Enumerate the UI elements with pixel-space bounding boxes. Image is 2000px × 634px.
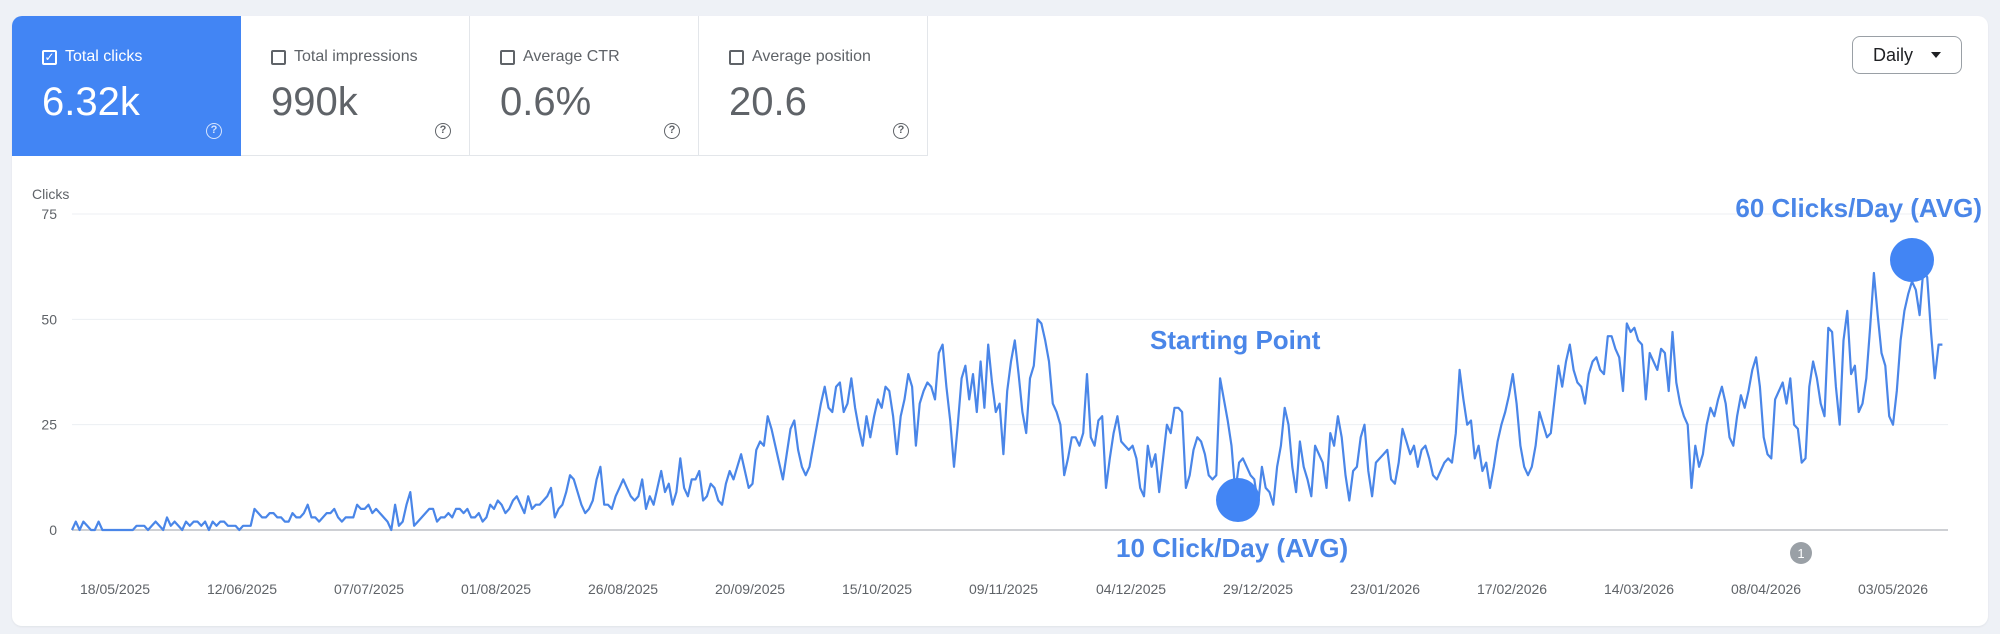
- help-icon[interactable]: ?: [206, 123, 222, 139]
- annotation-start: Starting Point: [1150, 325, 1321, 355]
- metric-header: Average CTR: [500, 48, 620, 66]
- help-icon[interactable]: ?: [435, 123, 451, 139]
- y-tick-label: 25: [41, 417, 57, 433]
- metric-total-clicks[interactable]: ✓ Total clicks 6.32k ?: [12, 16, 241, 156]
- y-tick-label: 50: [41, 311, 57, 327]
- clicks-series-line: [70, 267, 1943, 532]
- metric-average-position[interactable]: Average position 20.6 ?: [699, 16, 928, 156]
- performance-card: ✓ Total clicks 6.32k ? Total impressions…: [12, 16, 1988, 626]
- metric-label: Average position: [752, 48, 871, 65]
- annotation-badge[interactable]: [1790, 542, 1812, 564]
- checkbox-checked-icon[interactable]: ✓: [42, 49, 57, 65]
- peak-marker: [1890, 238, 1934, 282]
- metric-header: ✓ Total clicks: [42, 48, 142, 66]
- checkbox-icon[interactable]: [729, 49, 744, 65]
- metric-tabs: ✓ Total clicks 6.32k ? Total impressions…: [12, 16, 928, 156]
- metric-label: Total impressions: [294, 48, 418, 65]
- x-tick-label: 12/06/2025: [207, 581, 277, 597]
- annotation-low: 10 Click/Day (AVG): [1116, 533, 1348, 563]
- x-tick-label: 18/05/2025: [80, 581, 150, 597]
- x-tick-label: 01/08/2025: [461, 581, 531, 597]
- metric-average-ctr[interactable]: Average CTR 0.6% ?: [470, 16, 699, 156]
- x-tick-label: 07/07/2025: [334, 581, 404, 597]
- dropdown-value: Daily: [1873, 44, 1914, 65]
- x-tick-label: 15/10/2025: [842, 581, 912, 597]
- granularity-dropdown[interactable]: Daily: [1852, 36, 1962, 74]
- help-icon[interactable]: ?: [664, 123, 680, 139]
- y-tick-label: 0: [49, 522, 57, 538]
- x-tick-label: 04/12/2025: [1096, 581, 1166, 597]
- x-tick-label: 26/08/2025: [588, 581, 658, 597]
- x-tick-label: 17/02/2026: [1477, 581, 1547, 597]
- x-tick-label: 09/11/2025: [969, 581, 1038, 597]
- checkbox-icon[interactable]: [500, 49, 515, 65]
- x-tick-label: 03/05/2026: [1858, 581, 1928, 597]
- low-marker: [1216, 478, 1260, 522]
- x-tick-label: 29/12/2025: [1223, 581, 1293, 597]
- caret-down-icon: [1931, 52, 1942, 58]
- x-tick-label: 23/01/2026: [1350, 581, 1420, 597]
- metric-total-impressions[interactable]: Total impressions 990k ?: [241, 16, 470, 156]
- metric-value: 990k: [271, 80, 358, 124]
- chart-grid: [72, 213, 1948, 531]
- x-tick-label: 08/04/2026: [1731, 581, 1801, 597]
- x-tick-label: 14/03/2026: [1604, 581, 1674, 597]
- y-axis-label: Clicks: [32, 186, 70, 202]
- metric-header: Total impressions: [271, 48, 418, 66]
- annotation-badge-label: 1: [1797, 546, 1804, 561]
- metric-label: Average CTR: [523, 48, 620, 65]
- metric-header: Average position: [729, 48, 871, 66]
- clicks-chart: 0 25 50 75 18/05/2025 12/06/2025 07/07/2025 01…: [41, 193, 1982, 597]
- metric-value: 0.6%: [500, 80, 592, 124]
- metric-label: Total clicks: [65, 48, 143, 65]
- annotation-peak: 60 Clicks/Day (AVG): [1735, 193, 1982, 223]
- checkbox-icon[interactable]: [271, 49, 286, 65]
- metric-value: 6.32k: [42, 80, 140, 124]
- metric-value: 20.6: [729, 80, 807, 124]
- x-tick-label: 20/09/2025: [715, 581, 785, 597]
- y-tick-label: 75: [41, 206, 57, 222]
- x-axis-ticks: 18/05/2025 12/06/2025 07/07/2025 01/08/2025…: [80, 581, 1928, 597]
- y-axis-ticks: 0 25 50 75: [41, 206, 57, 538]
- help-icon[interactable]: ?: [893, 123, 909, 139]
